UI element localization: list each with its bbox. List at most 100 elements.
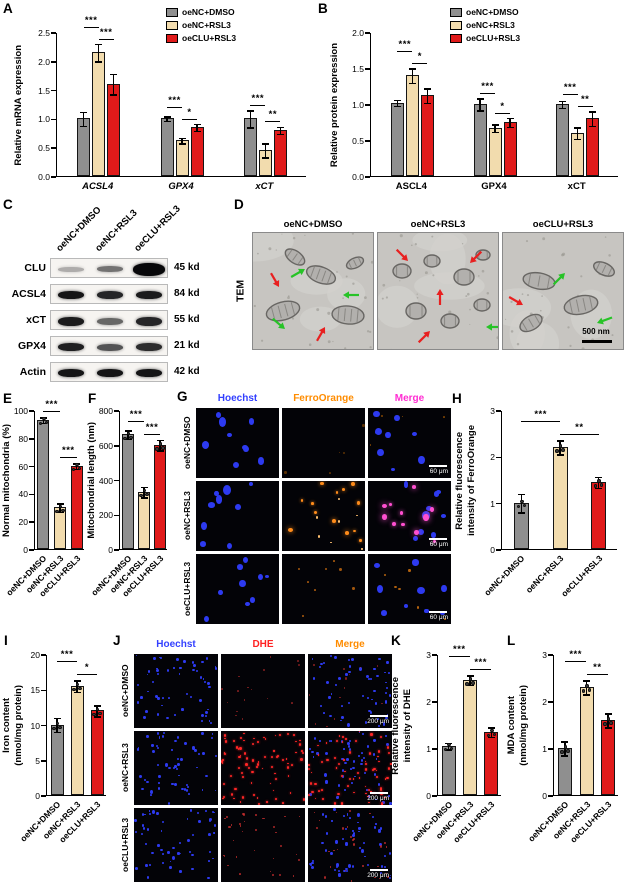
fluorescence-signal (200, 713, 204, 717)
fluorescence-signal (156, 744, 159, 748)
fluorescence-signal (362, 694, 365, 697)
y-tick-label: 2.0 (352, 28, 364, 38)
fluorescence-signal (334, 756, 336, 759)
grid-row-label: oeNC+RSL3 (120, 743, 130, 793)
data-point (77, 466, 82, 471)
fluorescence-signal (311, 791, 314, 794)
fluorescence-signal (195, 669, 199, 672)
error-bar (42, 417, 45, 424)
fluorescence-signal (156, 746, 160, 749)
panel-letter-c: C (3, 197, 13, 212)
fluorescence-signal (441, 584, 447, 592)
y-tick-label: 20 (30, 650, 40, 660)
fluorescence-signal (196, 766, 199, 769)
bar (54, 507, 66, 549)
fluorescence-signal (145, 864, 148, 868)
fluorescence-signal (215, 667, 218, 670)
fluorescence-signal (224, 740, 227, 743)
fluorescence-signal (297, 858, 301, 862)
fluorescence-signal (205, 774, 208, 778)
protein-band (57, 369, 84, 377)
fluorescence-signal (313, 812, 315, 814)
data-point (603, 722, 607, 726)
fluorescence-signal (181, 788, 185, 791)
error-bar (196, 124, 198, 132)
y-axis-label: Normal mitochondria (%) (1, 411, 13, 550)
fluorescence-signal (365, 792, 367, 795)
fluorescence-signal (238, 767, 241, 770)
fluorescence-signal (331, 820, 333, 822)
y-tick (548, 701, 553, 703)
fluorescence-signal (308, 694, 311, 697)
data-point (58, 725, 62, 730)
significance-line (521, 421, 560, 423)
fluorescence-signal (343, 770, 346, 773)
fluorescence-signal (308, 793, 311, 796)
fluorescence-signal (284, 470, 287, 474)
fluorescence-signal (353, 529, 357, 532)
fluorescence-signal (345, 867, 348, 870)
fluorescence-signal (320, 482, 324, 485)
fluorescence-signal (385, 687, 389, 690)
legend-item: oeCLU+RSL3 (166, 33, 236, 43)
fluorescence-signal (351, 766, 355, 770)
y-tick-label: 20 (18, 517, 28, 528)
fluorescence-signal (378, 761, 380, 763)
fluorescence-signal (353, 777, 355, 780)
fluorescence-signal (169, 865, 173, 870)
fluorescence-signal (178, 870, 182, 873)
error-bar (559, 441, 561, 455)
fluorescence-signal (205, 657, 209, 661)
fluorescence-signal (365, 762, 367, 765)
fluorescence-signal (349, 747, 352, 751)
fluorescence-signal (417, 528, 425, 536)
data-point (449, 746, 454, 751)
fluorescence-signal (142, 716, 146, 720)
protein-band (133, 262, 166, 276)
fluorescence-signal (241, 444, 249, 450)
western-blot-panel: oeNC+DMSO oeNC+RSL3 oeCLU+RSL3 CLU 45 kd ACSL… (0, 196, 232, 392)
fluorescence-signal (328, 739, 331, 742)
fluorescence-signal (269, 782, 271, 784)
fluorescence-signal (362, 757, 365, 760)
fluorescence-signal (157, 782, 160, 784)
y-tick (432, 748, 437, 750)
fluorescence-signal (373, 767, 376, 770)
legend-label: oeCLU+RSL3 (182, 33, 237, 43)
fluorescence-signal (325, 741, 328, 744)
fluorescence-signal (371, 816, 374, 819)
fluorescence-signal (226, 432, 232, 437)
fluorescence-signal (288, 528, 293, 533)
fluorescence-signal (349, 816, 351, 819)
data-point (155, 447, 159, 451)
fluorescence-signal (443, 617, 446, 620)
error-bar (490, 727, 493, 738)
data-point (142, 488, 147, 493)
x-category-label: ASCL4 (395, 181, 427, 192)
fluorescence-signal (265, 575, 270, 579)
fluorescence-signal (388, 502, 392, 506)
significance-line (265, 121, 281, 123)
legend-swatch (450, 7, 462, 17)
fluorescence-signal (432, 539, 437, 543)
legend-swatch (450, 20, 462, 30)
fluorescence-signal (243, 813, 246, 816)
protein-band (97, 343, 123, 351)
fluorescence-signal (325, 815, 328, 818)
fluorescence-signal (386, 743, 390, 747)
fluorescence-signal (146, 734, 149, 739)
fluorescence-signal (176, 852, 180, 855)
fluorescence-signal (262, 817, 265, 820)
fluorescence-signal (370, 790, 372, 793)
y-tick (114, 479, 119, 482)
fluorescence-signal (300, 758, 303, 761)
bar (556, 104, 570, 176)
fluorescence-signal (141, 832, 144, 835)
green-arrow-icon (596, 316, 613, 325)
fluorescence-signal (309, 781, 313, 785)
fluorescence-signal (289, 791, 292, 794)
significance-line (167, 106, 182, 108)
fluorescence-signal (322, 797, 324, 800)
data-point (581, 689, 586, 693)
significance-line (182, 118, 197, 120)
